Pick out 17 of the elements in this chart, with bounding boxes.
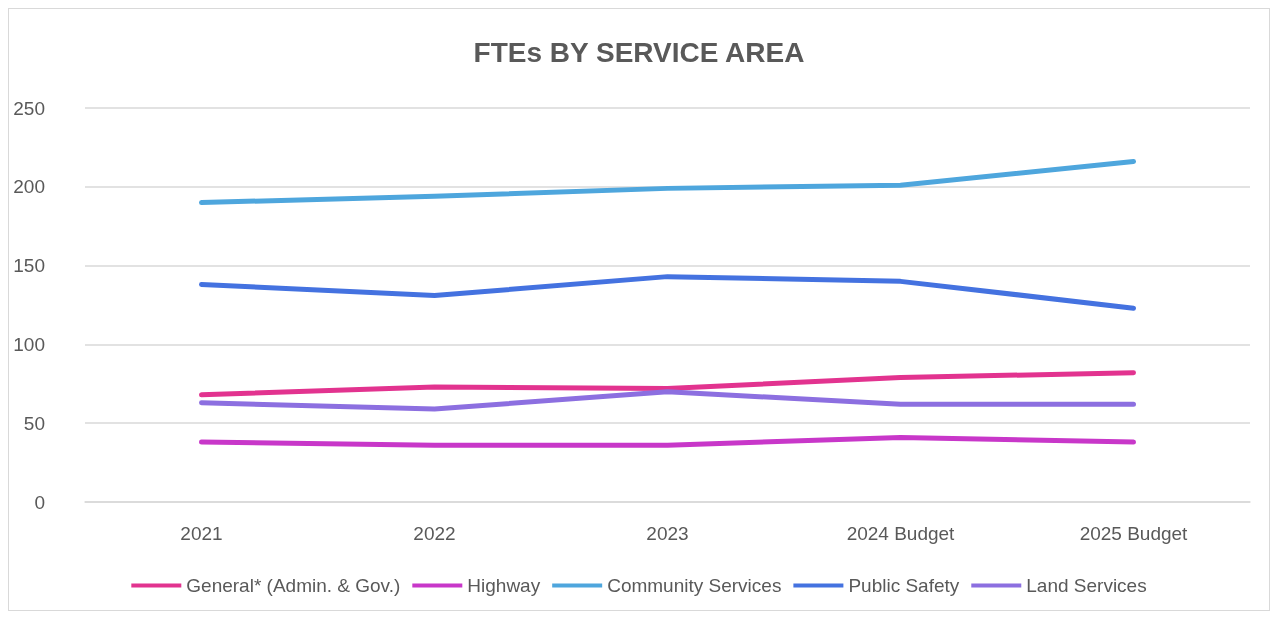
x-tick-label: 2025 Budget <box>1079 523 1189 544</box>
x-tick-label: 2021 <box>180 523 223 544</box>
x-tick-label: 2024 Budget <box>846 523 956 544</box>
y-tick-label: 0 <box>34 491 45 513</box>
legend-label: Public Safety <box>848 575 960 596</box>
x-tick-label: 2022 <box>413 523 456 544</box>
y-tick-label: 50 <box>23 412 45 434</box>
y-tick-label: 250 <box>13 97 45 119</box>
y-tick-label: 100 <box>13 333 45 355</box>
legend-label: Highway <box>467 575 541 596</box>
y-tick-label: 200 <box>13 176 45 198</box>
legend-label: General* (Admin. & Gov.) <box>186 575 401 596</box>
x-tick-label: 2023 <box>646 523 689 544</box>
legend-label: Land Services <box>1026 575 1147 596</box>
chart-title: FTEs BY SERVICE AREA <box>473 36 805 68</box>
legend-label: Community Services <box>607 575 782 596</box>
y-tick-label: 150 <box>13 255 45 277</box>
